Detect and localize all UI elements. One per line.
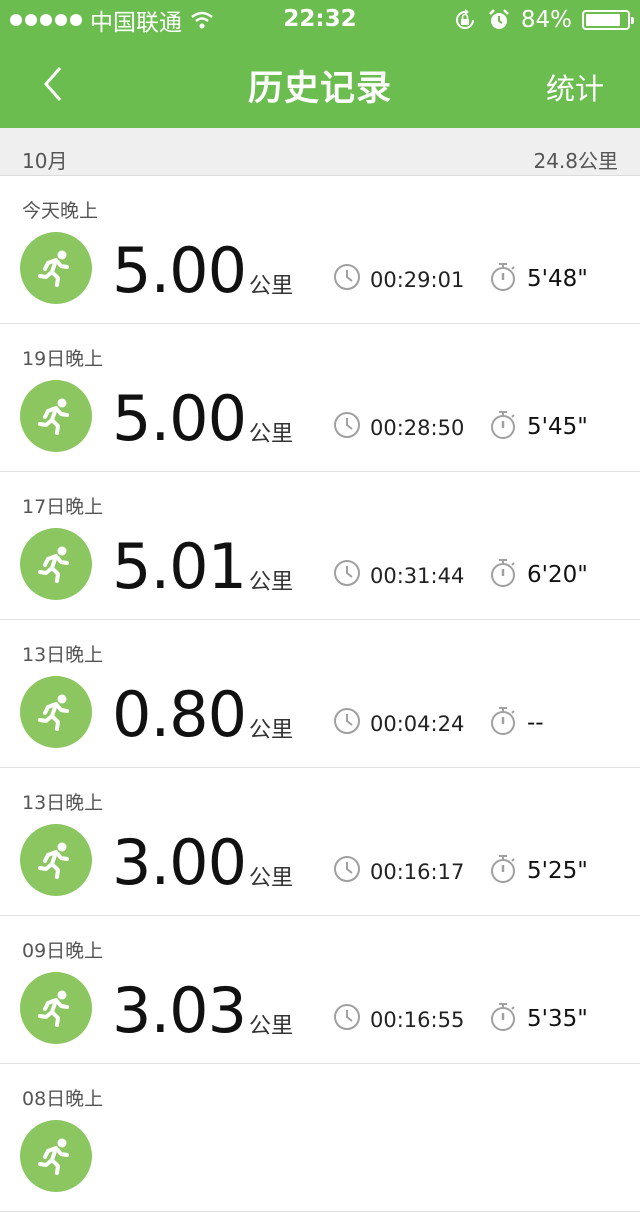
duration-icon (333, 263, 361, 295)
stopwatch-icon (491, 855, 515, 883)
duration-icon (333, 411, 361, 443)
run-type-badge (20, 676, 92, 748)
clock-icon (334, 560, 360, 586)
pace-icon (489, 853, 517, 889)
statistics-button[interactable]: 统计 (545, 72, 604, 106)
distance-unit: 公里 (249, 570, 294, 595)
run-type-badge (20, 824, 92, 896)
distance-unit: 公里 (249, 422, 294, 447)
running-man-icon (38, 398, 69, 435)
record-distance: 5.00 (112, 234, 247, 307)
record-duration: 00:04:24 (370, 712, 465, 736)
pace-icon (489, 1001, 517, 1037)
chevron-left-icon (44, 67, 62, 101)
battery-icon (582, 10, 634, 30)
record-distance: 5.00 (112, 382, 247, 455)
record-date: 17日晚上 (22, 496, 104, 518)
record-date: 今天晚上 (22, 200, 99, 222)
record-pace: 5'25" (527, 858, 588, 884)
distance-unit: 公里 (249, 718, 294, 743)
record-duration: 00:31:44 (370, 564, 465, 588)
stopwatch-icon (491, 707, 515, 735)
carrier-name: 中国联通 (90, 10, 182, 36)
history-row[interactable]: 13日晚上 3.00 公里 00:16:17 5'25" (0, 768, 640, 916)
month-total-distance: 24.8公里 (533, 149, 618, 173)
distance-unit: 公里 (249, 1014, 294, 1039)
battery-percent: 84% (520, 7, 572, 33)
duration-icon (333, 1003, 361, 1035)
record-distance: 5.01 (112, 530, 247, 603)
history-row[interactable]: 19日晚上 5.00 公里 00:28:50 5'45" (0, 324, 640, 472)
stopwatch-icon (491, 411, 515, 439)
signal-strength-icon (10, 14, 82, 26)
running-man-icon (38, 842, 69, 879)
run-type-badge (20, 380, 92, 452)
run-type-badge (20, 528, 92, 600)
month-label: 10月 (22, 149, 68, 173)
record-pace: 6'20" (527, 562, 588, 588)
running-man-icon (38, 250, 69, 287)
record-pace: 5'35" (527, 1006, 588, 1032)
stopwatch-icon (491, 263, 515, 291)
record-distance: 0.80 (112, 678, 247, 751)
alarm-icon (488, 9, 509, 29)
nav-bar: 历史记录 统计 (0, 40, 640, 128)
record-distance: 3.00 (112, 826, 247, 899)
running-man-icon (38, 990, 69, 1027)
history-list: 今天晚上 5.00 公里 00:29:01 5'48" 19日晚上 5.00 公里 00:28:… (0, 176, 640, 1212)
record-duration: 00:16:17 (370, 860, 465, 884)
running-man-icon (38, 1138, 69, 1175)
duration-icon (333, 559, 361, 591)
history-row[interactable]: 今天晚上 5.00 公里 00:29:01 5'48" (0, 176, 640, 324)
wifi-icon (191, 11, 213, 29)
clock-icon (334, 1004, 360, 1030)
record-duration: 00:28:50 (370, 416, 465, 440)
record-date: 13日晚上 (22, 792, 104, 814)
app-header: 中国联通 22:32 84% (0, 0, 640, 128)
back-button[interactable] (38, 62, 78, 106)
pace-icon (489, 409, 517, 445)
record-date: 09日晚上 (22, 940, 104, 962)
record-pace: -- (527, 710, 544, 736)
run-type-badge (20, 972, 92, 1044)
running-man-icon (38, 546, 69, 583)
record-pace: 5'45" (527, 414, 588, 440)
history-row[interactable]: 17日晚上 5.01 公里 00:31:44 6'20" (0, 472, 640, 620)
record-date: 08日晚上 (22, 1088, 104, 1110)
record-duration: 00:16:55 (370, 1008, 465, 1032)
history-row[interactable]: 13日晚上 0.80 公里 00:04:24 -- (0, 620, 640, 768)
stopwatch-icon (491, 1003, 515, 1031)
record-duration: 00:29:01 (370, 268, 465, 292)
history-row[interactable]: 08日晚上 (0, 1064, 640, 1212)
pace-icon (489, 261, 517, 297)
clock-icon (334, 412, 360, 438)
status-time: 22:32 (283, 6, 357, 32)
month-section-header: 10月 24.8公里 (0, 128, 640, 176)
history-row[interactable]: 09日晚上 3.03 公里 00:16:55 5'35" (0, 916, 640, 1064)
clock-icon (334, 264, 360, 290)
record-pace: 5'48" (527, 266, 588, 292)
distance-unit: 公里 (249, 274, 294, 299)
record-distance: 3.03 (112, 974, 247, 1047)
stopwatch-icon (491, 559, 515, 587)
rotation-lock-icon (455, 9, 474, 29)
run-type-badge (20, 232, 92, 304)
record-date: 13日晚上 (22, 644, 104, 666)
pace-icon (489, 557, 517, 593)
duration-icon (333, 855, 361, 887)
page-title: 历史记录 (247, 69, 392, 109)
running-man-icon (38, 694, 69, 731)
duration-icon (333, 707, 361, 739)
distance-unit: 公里 (249, 866, 294, 891)
clock-icon (334, 708, 360, 734)
pace-icon (489, 705, 517, 741)
run-type-badge (20, 1120, 92, 1192)
status-bar: 中国联通 22:32 84% (0, 0, 640, 40)
clock-icon (334, 856, 360, 882)
record-date: 19日晚上 (22, 348, 104, 370)
